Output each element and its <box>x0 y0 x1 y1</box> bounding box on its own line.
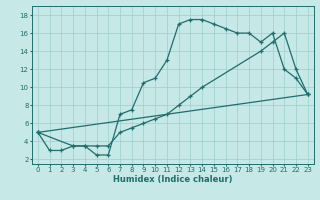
X-axis label: Humidex (Indice chaleur): Humidex (Indice chaleur) <box>113 175 233 184</box>
